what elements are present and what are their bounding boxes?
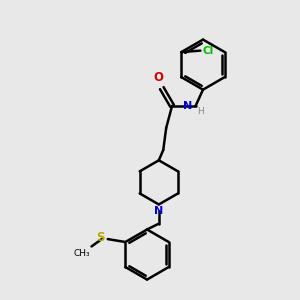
Text: N: N: [154, 206, 164, 216]
Text: N: N: [183, 101, 192, 111]
Text: H: H: [197, 106, 204, 116]
Text: O: O: [154, 71, 164, 84]
Text: Cl: Cl: [202, 46, 214, 56]
Text: CH₃: CH₃: [74, 249, 90, 258]
Text: S: S: [96, 231, 105, 244]
